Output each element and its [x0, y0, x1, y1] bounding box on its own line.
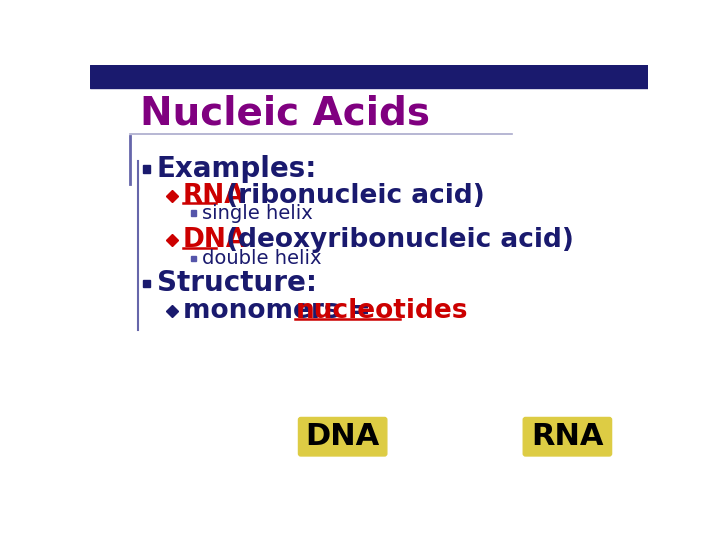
- Bar: [191, 256, 196, 261]
- Text: single helix: single helix: [202, 204, 313, 223]
- Text: DNA: DNA: [183, 227, 247, 253]
- FancyBboxPatch shape: [299, 417, 387, 456]
- FancyBboxPatch shape: [523, 417, 611, 456]
- Bar: [90, 65, 648, 88]
- Bar: [191, 211, 196, 215]
- Text: (ribonucleic acid): (ribonucleic acid): [217, 183, 485, 208]
- Text: RNA: RNA: [531, 422, 603, 451]
- Bar: [143, 280, 150, 287]
- Text: Nucleic Acids: Nucleic Acids: [140, 94, 431, 132]
- Text: Structure:: Structure:: [157, 269, 317, 298]
- Text: DNA: DNA: [305, 422, 379, 451]
- Text: Examples:: Examples:: [157, 155, 317, 183]
- Text: nucleotides: nucleotides: [295, 298, 468, 324]
- Text: RNA: RNA: [183, 183, 246, 208]
- Text: monomers =: monomers =: [183, 298, 380, 324]
- Text: double helix: double helix: [202, 249, 322, 268]
- Bar: [143, 165, 150, 173]
- Text: (deoxyribonucleic acid): (deoxyribonucleic acid): [217, 227, 574, 253]
